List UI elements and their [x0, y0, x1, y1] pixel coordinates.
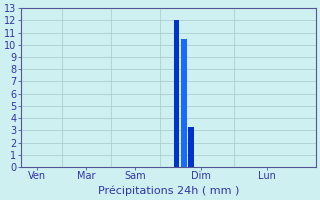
Bar — [181, 39, 187, 167]
Bar — [173, 20, 180, 167]
Bar — [188, 127, 194, 167]
X-axis label: Précipitations 24h ( mm ): Précipitations 24h ( mm ) — [98, 185, 239, 196]
